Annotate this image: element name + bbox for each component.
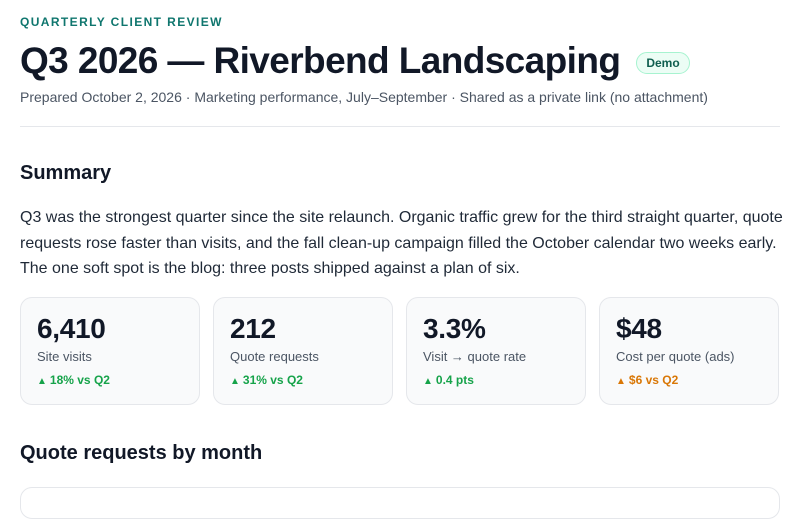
trend-up-icon: ▲: [616, 376, 626, 387]
kpi-card-quote-requests: 212 Quote requests ▲ 31% vs Q2: [213, 297, 393, 405]
kpi-delta-text: 18% vs Q2: [49, 373, 110, 387]
report-page: QUARTERLY CLIENT REVIEW Q3 2026 — Riverb…: [20, 15, 783, 519]
kpi-value: $48: [616, 313, 662, 344]
kpi-value: 3.3%: [423, 313, 486, 344]
kpi-delta: ▲ 31% vs Q2: [230, 373, 376, 387]
kpi-label: Quote requests: [230, 349, 319, 364]
title-row: Q3 2026 — Riverbend Landscaping Demo: [20, 38, 690, 84]
report-meta: Prepared October 2, 2026 · Marketing per…: [20, 89, 708, 105]
kpi-label: Visit → quote rate: [423, 349, 527, 364]
kpi-card-site-visits: 6,410 Site visits ▲ 18% vs Q2: [20, 297, 200, 405]
kpi-delta: ▲ 0.4 pts: [423, 373, 569, 387]
kpi-delta-text: 0.4 pts: [435, 373, 474, 387]
header-divider: [20, 126, 780, 127]
monthly-quotes-heading: Quote requests by month: [20, 442, 263, 464]
summary-text: Q3 was the strongest quarter since the s…: [20, 209, 783, 277]
report-eyebrow: QUARTERLY CLIENT REVIEW: [20, 15, 223, 29]
summary-heading: Summary: [20, 162, 112, 184]
trend-up-icon: ▲: [230, 376, 240, 387]
kpi-value: 6,410: [37, 313, 106, 344]
demo-badge: Demo: [636, 52, 690, 74]
kpi-delta-text: 31% vs Q2: [242, 373, 303, 387]
kpi-label: Site visits: [37, 349, 92, 364]
kpi-card-quote-rate: 3.3% Visit → quote rate ▲ 0.4 pts: [406, 297, 586, 405]
trend-up-icon: ▲: [423, 376, 433, 387]
kpi-card-cost-per-quote: $48 Cost per quote (ads) ▲ $6 vs Q2: [599, 297, 779, 405]
page-title: Q3 2026 — Riverbend Landscaping: [20, 40, 621, 81]
kpi-label: Cost per quote (ads): [616, 349, 735, 364]
kpi-delta: ▲ 18% vs Q2: [37, 373, 183, 387]
kpi-value: 212: [230, 313, 276, 344]
monthly-chart-panel: [20, 487, 780, 519]
kpi-delta: ▲ $6 vs Q2: [616, 373, 762, 387]
kpi-cards: 6,410 Site visits ▲ 18% vs Q2 212 Quote r…: [20, 297, 779, 405]
kpi-delta-text: $6 vs Q2: [628, 373, 679, 387]
trend-up-icon: ▲: [37, 376, 47, 387]
